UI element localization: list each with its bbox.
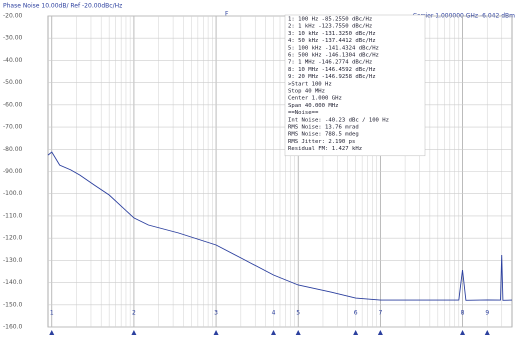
- marker-label: 4: [272, 310, 276, 317]
- chart-title: Phase Noise 10.00dB/ Ref -20.00dBc/Hz: [3, 3, 122, 10]
- y-tick-label: -60.00: [3, 101, 23, 108]
- trace: [47, 151, 513, 301]
- marker-table-row: Stop 40 MHz: [288, 89, 325, 95]
- marker-table-box: [284, 14, 426, 157]
- marker-table-row: 6: 500 kHz -146.1304 dBc/Hz: [288, 53, 379, 59]
- marker-label: 2: [132, 310, 136, 317]
- y-tick-label: -140.0: [3, 279, 23, 286]
- y-tick-label: -100.0: [3, 190, 23, 197]
- marker-triangle: [49, 330, 55, 335]
- marker-table-row: >Start 100 Hz: [288, 81, 332, 87]
- y-tick-label: -50.00: [3, 79, 23, 86]
- marker-triangle: [377, 330, 383, 335]
- marker-table-row: 2: 1 kHz -123.7550 dBc/Hz: [288, 24, 372, 30]
- marker-table-row: RMS Noise: 13.76 mrad: [288, 125, 359, 131]
- marker-label: 6: [354, 310, 358, 317]
- marker-triangle: [484, 330, 490, 335]
- y-tick-label: -90.00: [3, 168, 23, 175]
- marker-triangle: [131, 330, 137, 335]
- y-tick-label: -130.0: [3, 257, 23, 264]
- marker-table-row: Residual FM: 1.427 kHz: [288, 146, 362, 152]
- marker-label: 9: [485, 310, 489, 317]
- marker-triangle: [270, 330, 276, 335]
- y-tick-label: -160.0: [3, 324, 23, 331]
- y-tick-label: -110.0: [3, 212, 23, 219]
- marker-flag: F: [225, 11, 229, 18]
- marker-label: 3: [214, 310, 218, 317]
- y-tick-label: -70.00: [3, 124, 23, 131]
- y-tick-label: -150.0: [3, 301, 23, 308]
- y-tick-label: -30.00: [3, 35, 23, 42]
- y-tick-label: -20.00: [3, 13, 23, 20]
- y-tick-label: -40.00: [3, 57, 23, 64]
- y-tick-label: -80.00: [3, 146, 23, 153]
- marker-label: 1: [50, 310, 54, 317]
- marker-table-row: ==Noise==: [288, 110, 319, 116]
- y-tick-label: -120.0: [3, 235, 23, 242]
- marker-table-row: 8: 10 MHz -146.4592 dBc/Hz: [288, 67, 376, 73]
- marker-triangle: [353, 330, 359, 335]
- marker-table-row: 3: 10 kHz -131.3250 dBc/Hz: [288, 31, 376, 37]
- marker-table-row: 5: 100 kHz -141.4324 dBc/Hz: [288, 45, 379, 51]
- marker-table-row: 4: 50 kHz -137.4412 dBc/Hz: [288, 38, 376, 44]
- marker-triangle: [295, 330, 301, 335]
- marker-table-row: RMS Noise: 788.5 mdeg: [288, 132, 359, 138]
- marker-table-row: Span 40.000 MHz: [288, 103, 339, 109]
- marker-table-row: Int Noise: -40.23 dBc / 100 Hz: [288, 117, 389, 123]
- marker-table-row: Center 1.000 GHz: [288, 96, 342, 102]
- marker-label: 8: [461, 310, 465, 317]
- marker-table-row: 7: 1 MHz -146.2774 dBc/Hz: [288, 60, 372, 66]
- marker-table-row: RMS Jitter: 2.190 ps: [288, 139, 355, 145]
- marker-table-row: 9: 20 MHz -146.9258 dBc/Hz: [288, 74, 376, 80]
- marker-triangle: [460, 330, 466, 335]
- marker-label: 5: [296, 310, 300, 317]
- marker-table-row: 1: 100 Hz -85.2550 dBc/Hz: [288, 17, 372, 23]
- marker-label: 7: [378, 310, 382, 317]
- marker-triangle: [213, 330, 219, 335]
